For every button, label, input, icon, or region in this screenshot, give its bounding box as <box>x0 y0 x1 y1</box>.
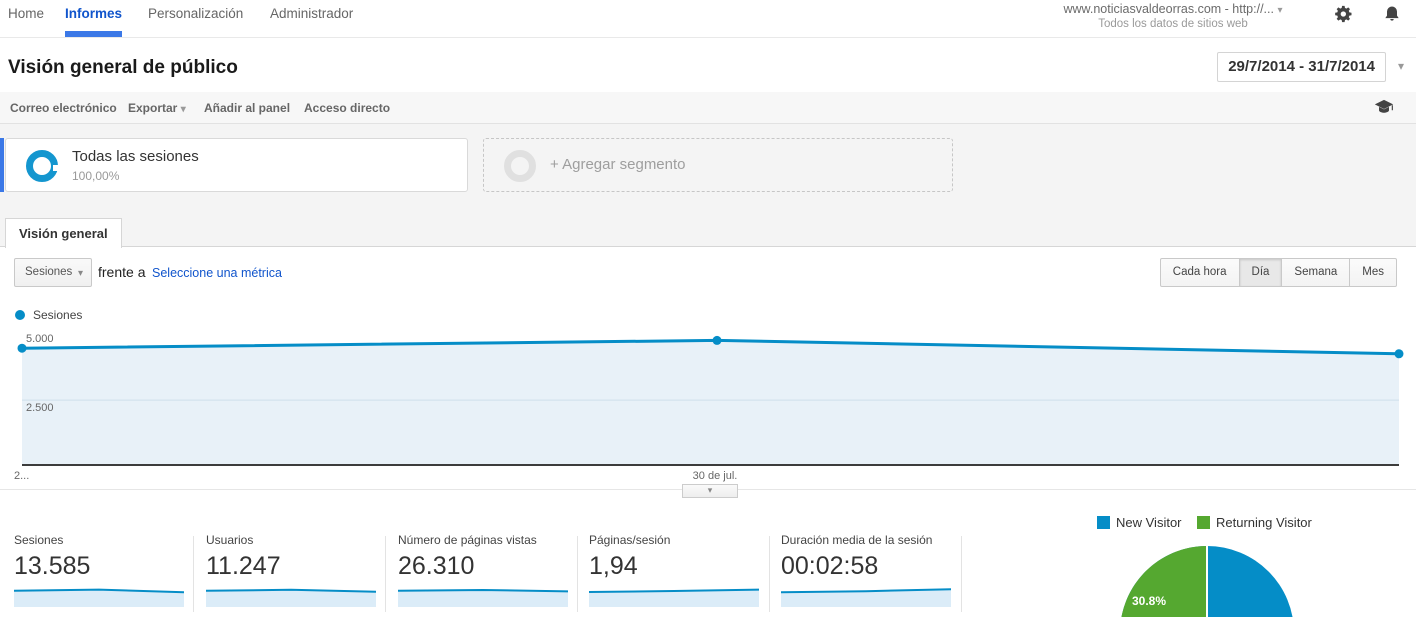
granularity-week-button[interactable]: Semana <box>1281 258 1351 287</box>
sparkline <box>14 588 184 607</box>
metric-label: Sesiones <box>14 533 64 547</box>
page-title: Visión general de público <box>8 57 238 78</box>
metric-value: 26.310 <box>398 552 475 580</box>
x-axis-tick-left: 2... <box>14 470 30 482</box>
metric-card-duracion-media[interactable]: Duración media de la sesión 00:02:58 <box>781 533 959 609</box>
select-metric-link[interactable]: Seleccione una métrica <box>152 266 282 280</box>
metric-label: Usuarios <box>206 533 254 547</box>
intelligence-button[interactable] <box>1374 99 1394 116</box>
tab-vision-general[interactable]: Visión general <box>5 218 122 248</box>
chart-legend: Sesiones <box>15 308 82 322</box>
card-divider <box>193 536 194 612</box>
card-divider <box>385 536 386 612</box>
segment-donut-icon <box>504 150 536 182</box>
metric-value: 00:02:58 <box>781 552 879 580</box>
metric-label: Número de páginas vistas <box>398 533 537 547</box>
view-name: Todos los datos de sitios web <box>1098 18 1248 30</box>
sparkline <box>206 588 376 607</box>
segment-name: Todas las sesiones <box>72 148 199 165</box>
email-button[interactable]: Correo electrónico <box>10 101 117 115</box>
y-axis-tick-5000: 5.000 <box>26 333 54 345</box>
granularity-month-button[interactable]: Mes <box>1349 258 1397 287</box>
sparkline <box>398 588 568 607</box>
add-to-panel-button[interactable]: Añadir al panel <box>204 101 291 115</box>
sparkline <box>589 588 759 607</box>
metric-value: 13.585 <box>14 552 91 580</box>
granularity-day-button[interactable]: Día <box>1238 258 1283 287</box>
chevron-down-icon[interactable]: ▾ <box>1397 59 1404 73</box>
segment-donut-icon <box>26 150 59 182</box>
bell-icon <box>1382 6 1402 28</box>
y-axis-tick-2500: 2.500 <box>26 402 54 414</box>
top-nav: Home Informes Personalización Administra… <box>0 0 1416 38</box>
metric-card-usuarios[interactable]: Usuarios 11.247 <box>206 533 384 609</box>
chevron-down-icon: ▾ <box>707 485 713 495</box>
metric-selector-dropdown[interactable]: Sesiones ▾ <box>14 258 92 287</box>
metric-label: Duración media de la sesión <box>781 533 933 547</box>
metric-value: 1,94 <box>589 552 638 580</box>
timeline-expand-handle[interactable]: ▾ <box>682 484 738 498</box>
export-button[interactable]: Exportar ▾ <box>128 101 186 115</box>
metric-card-paginas-vistas[interactable]: Número de páginas vistas 26.310 <box>398 533 576 609</box>
pie-legend-new-visitor: New Visitor <box>1097 515 1182 530</box>
pie-legend-returning-visitor: Returning Visitor <box>1197 515 1312 530</box>
card-divider <box>961 536 962 612</box>
x-axis-line <box>22 464 1399 466</box>
nav-item-informes[interactable]: Informes <box>65 0 123 37</box>
x-axis-tick-mid: 30 de jul. <box>692 470 738 482</box>
graduation-cap-icon <box>1374 99 1394 118</box>
add-segment-button[interactable]: + Agregar segmento <box>483 138 953 192</box>
segments-band: Todas las sesiones 100,00% + Agregar seg… <box>0 124 1416 247</box>
shortcut-button[interactable]: Acceso directo <box>304 101 391 115</box>
gear-icon <box>1334 5 1354 28</box>
chevron-down-icon: ▾ <box>77 268 83 279</box>
granularity-button-group: Cada hora Día Semana Mes <box>1159 258 1397 287</box>
legend-swatch-icon <box>1097 516 1110 529</box>
legend-swatch-icon <box>1197 516 1210 529</box>
metric-label: Páginas/sesión <box>589 533 671 547</box>
segment-percent: 100,00% <box>72 169 120 183</box>
series-dot-icon <box>15 310 25 320</box>
series-label: Sesiones <box>33 308 83 322</box>
nav-item-administrador[interactable]: Administrador <box>270 6 354 21</box>
property-name: www.noticiasvaldeorras.com - http://... <box>1063 2 1274 16</box>
report-toolbar: Correo electrónico Exportar ▾ Añadir al … <box>0 92 1416 124</box>
metric-value: 11.247 <box>206 552 281 580</box>
segment-accent-strip <box>0 138 4 192</box>
metric-card-paginas-sesion[interactable]: Páginas/sesión 1,94 <box>589 533 767 609</box>
sparkline <box>781 588 951 607</box>
chevron-down-icon: ▾ <box>1277 5 1283 16</box>
notifications-button[interactable] <box>1382 4 1402 24</box>
card-divider <box>769 536 770 612</box>
sessions-area-chart[interactable] <box>17 330 1404 465</box>
settings-button[interactable] <box>1334 4 1354 24</box>
account-property-switcher[interactable]: www.noticiasvaldeorras.com - http://... … <box>1048 2 1298 30</box>
metric-card-sesiones[interactable]: Sesiones 13.585 <box>14 533 192 609</box>
add-segment-label: + Agregar segmento <box>550 156 686 173</box>
chevron-down-icon: ▾ <box>180 104 186 115</box>
nav-item-personalizacion[interactable]: Personalización <box>148 6 244 21</box>
card-divider <box>577 536 578 612</box>
vs-label: frente a <box>98 264 146 280</box>
nav-item-home[interactable]: Home <box>8 6 45 21</box>
segment-all-sessions[interactable]: Todas las sesiones 100,00% <box>5 138 468 192</box>
date-range-selector[interactable]: 29/7/2014 - 31/7/2014 <box>1217 52 1386 82</box>
granularity-hourly-button[interactable]: Cada hora <box>1159 258 1240 287</box>
visitor-type-pie-chart[interactable] <box>1115 542 1305 617</box>
pie-slice-percent-label: 30.8% <box>1132 594 1167 608</box>
page-header: Visión general de público 29/7/2014 - 31… <box>0 39 1416 92</box>
